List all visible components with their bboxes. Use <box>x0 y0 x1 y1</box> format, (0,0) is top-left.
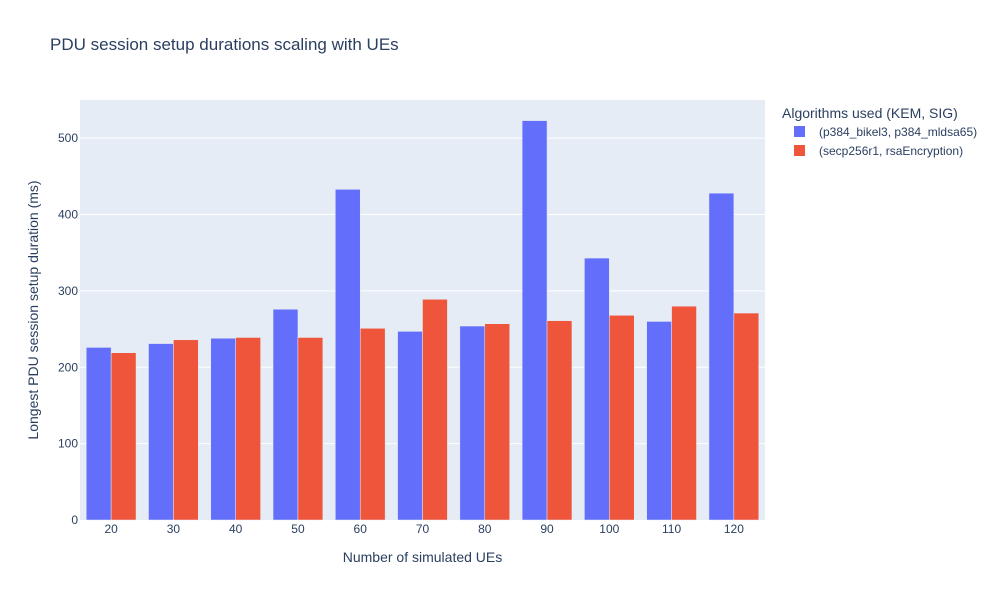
chart-title: PDU session setup durations scaling with… <box>50 35 399 54</box>
bar-series-2-80 <box>484 323 510 521</box>
bar-series-1-110 <box>646 321 672 521</box>
bar-series-2-90 <box>546 320 573 521</box>
bar-series-2-60 <box>359 328 386 521</box>
x-tick-label: 50 <box>291 522 305 536</box>
x-tick-label: 60 <box>354 522 368 536</box>
x-tick-label: 40 <box>229 522 243 536</box>
legend-label-1: (p384_bikel3, p384_mldsa65) <box>819 125 977 139</box>
bar-series-1-60 <box>335 189 361 521</box>
x-tick-label: 120 <box>724 522 744 536</box>
bar-series-2-120 <box>733 312 760 521</box>
bar-series-2-70 <box>422 299 448 521</box>
bar-series-1-30 <box>148 343 174 521</box>
bar-series-2-110 <box>671 305 697 521</box>
x-tick-label: 110 <box>662 522 681 536</box>
legend-swatch-1 <box>794 126 805 137</box>
bar-series-2-40 <box>235 337 261 521</box>
y-axis-label: Longest PDU session setup duration (ms) <box>25 180 41 439</box>
x-tick-label: 30 <box>167 522 181 536</box>
y-tick-label: 300 <box>58 284 78 298</box>
x-tick-label: 100 <box>599 522 619 536</box>
bar-series-1-100 <box>584 257 610 521</box>
x-tick-label: 80 <box>478 522 492 536</box>
y-tick-label: 100 <box>58 437 78 451</box>
bar-series-1-20 <box>85 347 112 521</box>
x-tick-label: 20 <box>104 522 118 536</box>
x-tick-label: 70 <box>416 522 430 536</box>
y-tick-label: 200 <box>58 360 78 374</box>
x-tick-label: 90 <box>540 522 554 536</box>
bar-series-2-30 <box>173 339 199 521</box>
bar-series-2-20 <box>110 352 137 521</box>
bar-series-1-120 <box>708 192 735 521</box>
bar-series-2-50 <box>297 337 324 521</box>
bar-series-1-90 <box>521 120 548 521</box>
bar-series-1-80 <box>459 325 486 521</box>
y-tick-label: 400 <box>58 208 78 222</box>
bar-series-1-70 <box>397 331 423 521</box>
bar-series-1-40 <box>210 338 236 521</box>
legend-swatch-2 <box>794 145 805 156</box>
y-tick-label: 500 <box>58 131 78 145</box>
y-tick-label: 0 <box>71 513 78 527</box>
bar-series-1-50 <box>272 308 299 521</box>
legend-title: Algorithms used (KEM, SIG) <box>782 105 958 121</box>
x-axis-label: Number of simulated UEs <box>343 549 503 565</box>
legend: Algorithms used (KEM, SIG) (p384_bikel3,… <box>782 105 977 158</box>
bar-series-2-100 <box>609 315 635 521</box>
x-tick-labels: 20 30 40 50 60 70 80 90 100 110 120 <box>104 522 744 536</box>
legend-label-2: (secp256r1, rsaEncryption) <box>819 144 963 158</box>
y-tick-labels: 0 100 200 300 400 500 <box>58 131 78 527</box>
bars <box>85 120 760 521</box>
